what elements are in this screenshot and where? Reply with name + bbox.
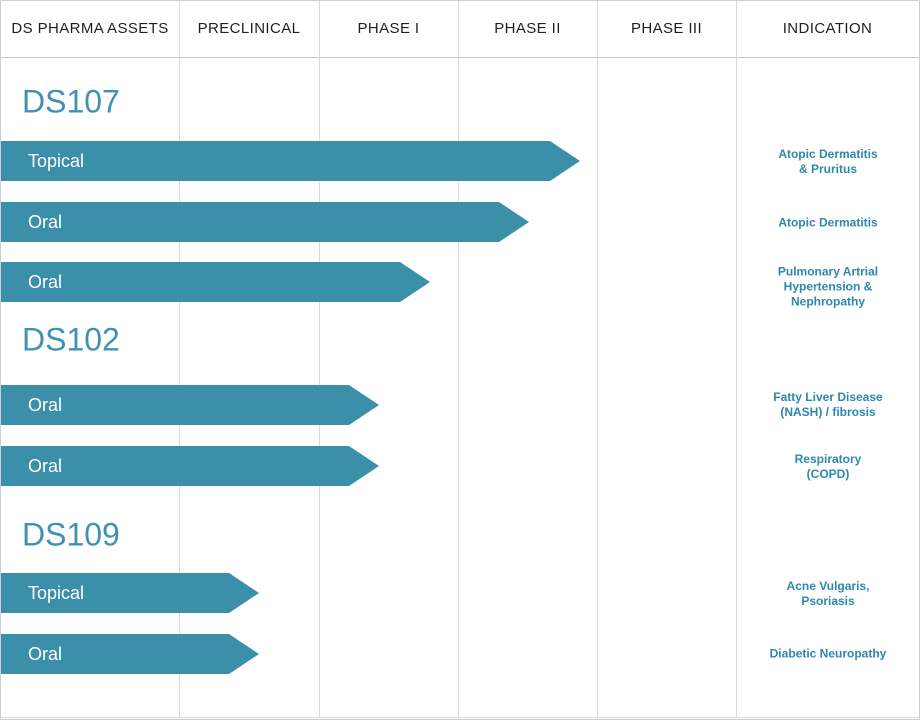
column-divider [597,1,598,718]
bar-route-label: Topical [28,582,85,603]
column-divider [458,1,459,718]
column-divider [179,1,180,718]
header-cell-preclinical: PRECLINICAL [197,20,301,38]
bar-route-label: Oral [28,211,63,232]
indication-text: Atopic Dermatitis & Pruritus [778,147,878,176]
header-cell-indication: INDICATION [782,20,873,38]
pipeline-bar: Oral [1,446,379,486]
header-cell-phase2: PHASE II [494,20,561,38]
bar-route-label: Topical [28,150,85,171]
header-cell-phase3: PHASE III [630,20,703,38]
pipeline-bar: Oral [1,634,259,674]
pipeline-bar: Oral [1,385,379,425]
header-cell-phase1: PHASE I [357,20,420,38]
indication-text: Acne Vulgaris, Psoriasis [786,579,870,608]
column-divider [319,1,320,718]
pipeline-bar: Topical [1,141,580,181]
table-bottom-border [1,717,919,718]
bar-route-label: Oral [28,643,63,664]
indication-text: Fatty Liver Disease (NASH) / fibrosis [773,390,883,419]
bar-route-label: Oral [28,394,63,415]
bar-route-label: Oral [28,455,63,476]
header-divider [1,57,919,58]
bar-route-label: Oral [28,271,63,292]
column-divider [736,1,737,718]
group-title-ds107: DS107 [22,83,120,120]
header-cell-assets: DS PHARMA ASSETS [11,20,169,38]
pipeline-bar: Topical [1,573,259,613]
indication-text: Pulmonary Artrial Hypertension & Nephrop… [777,264,879,309]
group-title-ds102: DS102 [22,321,120,358]
pipeline-bar: Oral [1,262,430,302]
indication-text: Atopic Dermatitis [778,215,878,230]
indication-text: Respiratory (COPD) [794,452,862,481]
indication-text: Diabetic Neuropathy [769,646,887,661]
pipeline-bar: Oral [1,202,529,242]
group-title-ds109: DS109 [22,516,120,553]
